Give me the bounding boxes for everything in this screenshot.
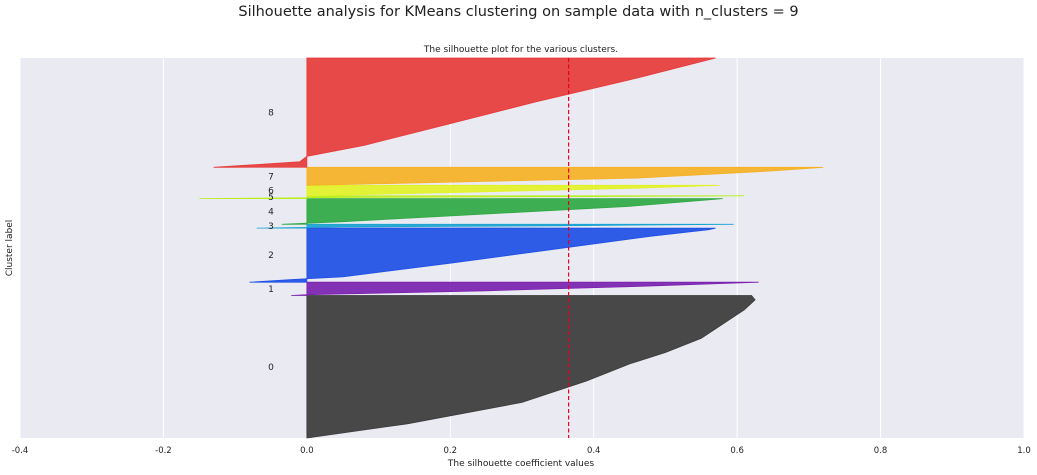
- cluster-1-silhouette: [291, 281, 759, 296]
- cluster-2-silhouette: [249, 227, 716, 283]
- axes-title: The silhouette plot for the various clus…: [423, 45, 618, 55]
- x-tick-label: 1.0: [1017, 446, 1031, 456]
- y-axis-label: Cluster label: [5, 220, 15, 277]
- x-tick-label: 0.8: [874, 446, 888, 456]
- figure-suptitle: Silhouette analysis for KMeans clusterin…: [238, 4, 799, 20]
- x-tick-label: 0.2: [444, 446, 458, 456]
- cluster-4-label: 4: [268, 207, 274, 217]
- cluster-1-label: 1: [268, 285, 274, 295]
- x-axis-label: The silhouette coefficient values: [447, 459, 595, 469]
- cluster-2-label: 2: [268, 251, 274, 261]
- cluster-3-label: 3: [268, 222, 274, 232]
- cluster-4-silhouette: [281, 198, 723, 225]
- cluster-0-silhouette: [306, 295, 756, 439]
- cluster-7-label: 7: [268, 172, 274, 182]
- cluster-5-label: 5: [268, 193, 274, 203]
- x-tick-label: 0.6: [730, 446, 744, 456]
- x-tick-label: -0.4: [12, 446, 29, 456]
- x-tick-label: 0.4: [587, 446, 601, 456]
- cluster-8-silhouette: [213, 57, 716, 168]
- x-tick-label: -0.2: [155, 446, 172, 456]
- cluster-6-label: 6: [268, 187, 274, 197]
- cluster-8-label: 8: [268, 109, 274, 119]
- cluster-0-label: 0: [268, 363, 274, 373]
- x-tick-label: 0.0: [300, 446, 314, 456]
